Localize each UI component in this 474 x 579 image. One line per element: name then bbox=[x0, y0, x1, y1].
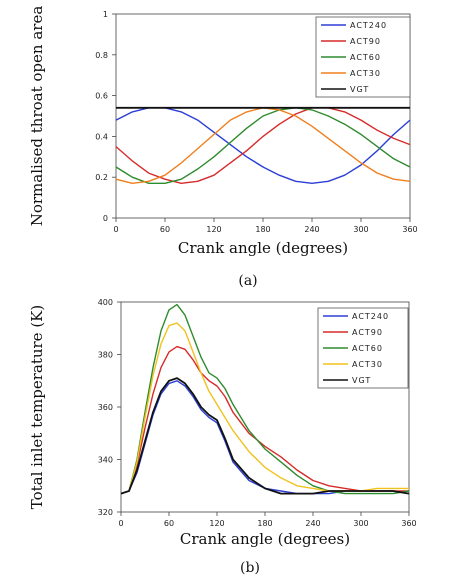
legend-label-act240: ACT240 bbox=[352, 312, 389, 321]
legend-label-vgt: VGT bbox=[352, 376, 371, 385]
x-axis-title: Crank angle (degrees) bbox=[178, 239, 348, 257]
legend-label-act30: ACT30 bbox=[350, 69, 381, 78]
series-line-act60 bbox=[115, 107, 411, 185]
y-tick-label: 380 bbox=[98, 351, 113, 360]
y-axis-title: Normalised throat open area bbox=[28, 6, 46, 227]
legend-label-act240: ACT240 bbox=[350, 21, 387, 30]
x-tick-label: 0 bbox=[118, 519, 123, 528]
x-tick-label: 360 bbox=[401, 519, 416, 528]
series-line-act60 bbox=[120, 303, 410, 495]
series-line-vgt bbox=[120, 377, 410, 495]
y-tick-label: 340 bbox=[98, 456, 113, 465]
legend-label-act60: ACT60 bbox=[352, 344, 383, 353]
chart-a: 0 60 120 180 240 300 36000.20.40.60.81ACT240AC… bbox=[28, 6, 418, 289]
x-tick-label: 360 bbox=[402, 225, 417, 234]
x-tick-label: 60 bbox=[160, 225, 170, 234]
subfigure-caption: (a) bbox=[238, 273, 257, 289]
chart-b: 0 60 120 180 240 300 360320340360380400ACT240A… bbox=[28, 298, 417, 576]
x-axis-title: Crank angle (degrees) bbox=[180, 530, 350, 548]
series-line-act90 bbox=[115, 107, 411, 185]
y-tick-label: 400 bbox=[98, 298, 113, 307]
x-tick-label: 300 bbox=[353, 225, 368, 234]
x-tick-label: 60 bbox=[164, 519, 174, 528]
y-tick-label: 0.8 bbox=[95, 51, 108, 60]
series-line-act90 bbox=[120, 345, 409, 495]
legend: ACT240 ACT90 ACT60 ACT30 VGT bbox=[315, 16, 411, 98]
x-tick-label: 240 bbox=[304, 225, 319, 234]
legend: ACT240 ACT90 ACT60 ACT30 VGT bbox=[317, 307, 409, 389]
x-tick-label: 180 bbox=[255, 225, 270, 234]
y-tick-label: 0.2 bbox=[95, 173, 108, 182]
x-tick-label: 120 bbox=[209, 519, 224, 528]
subfigure-caption: (b) bbox=[240, 560, 260, 576]
x-tick-label: 240 bbox=[305, 519, 320, 528]
x-tick-label: 300 bbox=[353, 519, 368, 528]
y-tick-label: 0.4 bbox=[95, 132, 108, 141]
legend-label-act90: ACT90 bbox=[352, 328, 383, 337]
y-tick-label: 320 bbox=[98, 508, 113, 517]
y-tick-label: 360 bbox=[98, 403, 113, 412]
legend-label-act90: ACT90 bbox=[350, 37, 381, 46]
y-axis-title: Total inlet temperature (K) bbox=[28, 305, 46, 509]
y-tick-label: 0 bbox=[103, 214, 108, 223]
legend-label-vgt: VGT bbox=[350, 85, 369, 94]
x-tick-label: 0 bbox=[113, 225, 118, 234]
y-tick-label: 0.6 bbox=[95, 92, 108, 101]
x-tick-label: 120 bbox=[206, 225, 221, 234]
x-tick-label: 180 bbox=[257, 519, 272, 528]
legend-label-act60: ACT60 bbox=[350, 53, 381, 62]
legend-label-act30: ACT30 bbox=[352, 360, 383, 369]
y-tick-label: 1 bbox=[103, 10, 108, 19]
